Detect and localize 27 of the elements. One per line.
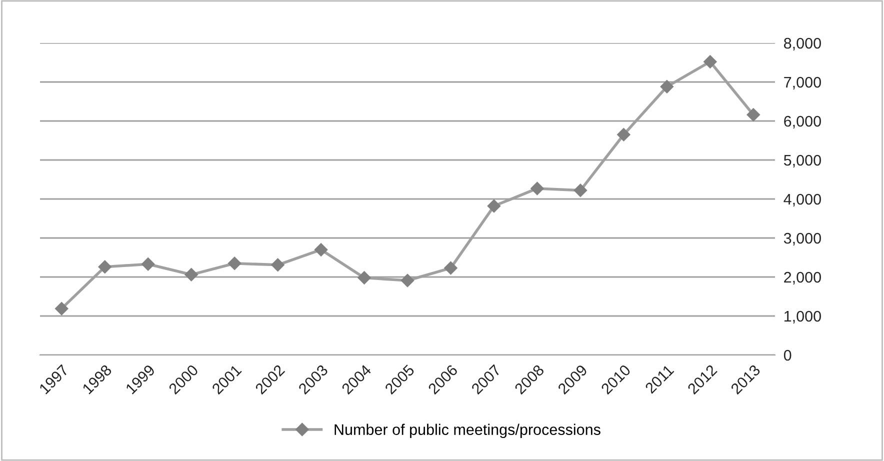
- point: [530, 182, 544, 196]
- point: [574, 184, 588, 198]
- point: [314, 243, 328, 256]
- point: [142, 258, 155, 271]
- y-tick-label: 0: [784, 350, 792, 361]
- point: [444, 261, 458, 275]
- point: [746, 108, 760, 122]
- point: [704, 55, 717, 68]
- point: [98, 260, 112, 274]
- point: [400, 274, 414, 288]
- point: [228, 256, 242, 270]
- point: [660, 80, 674, 94]
- y-tick-label: 8,000: [784, 38, 821, 50]
- point: [271, 258, 284, 272]
- legend-label: Number of public meetings/processions: [334, 424, 600, 438]
- y-tick-label: 5,000: [784, 154, 821, 168]
- point: [184, 268, 198, 282]
- point: [617, 128, 630, 142]
- point: [487, 199, 501, 213]
- point: [358, 271, 371, 284]
- y-tick-label: 7,000: [784, 76, 821, 90]
- y-tick-label: 6,000: [784, 116, 821, 128]
- point: [55, 302, 68, 316]
- y-tick-label: 4,000: [784, 194, 821, 206]
- y-tick-label: 1,000: [784, 310, 821, 324]
- y-tick-label: 2,000: [784, 272, 821, 284]
- y-tick-label: 3,000: [784, 232, 821, 246]
